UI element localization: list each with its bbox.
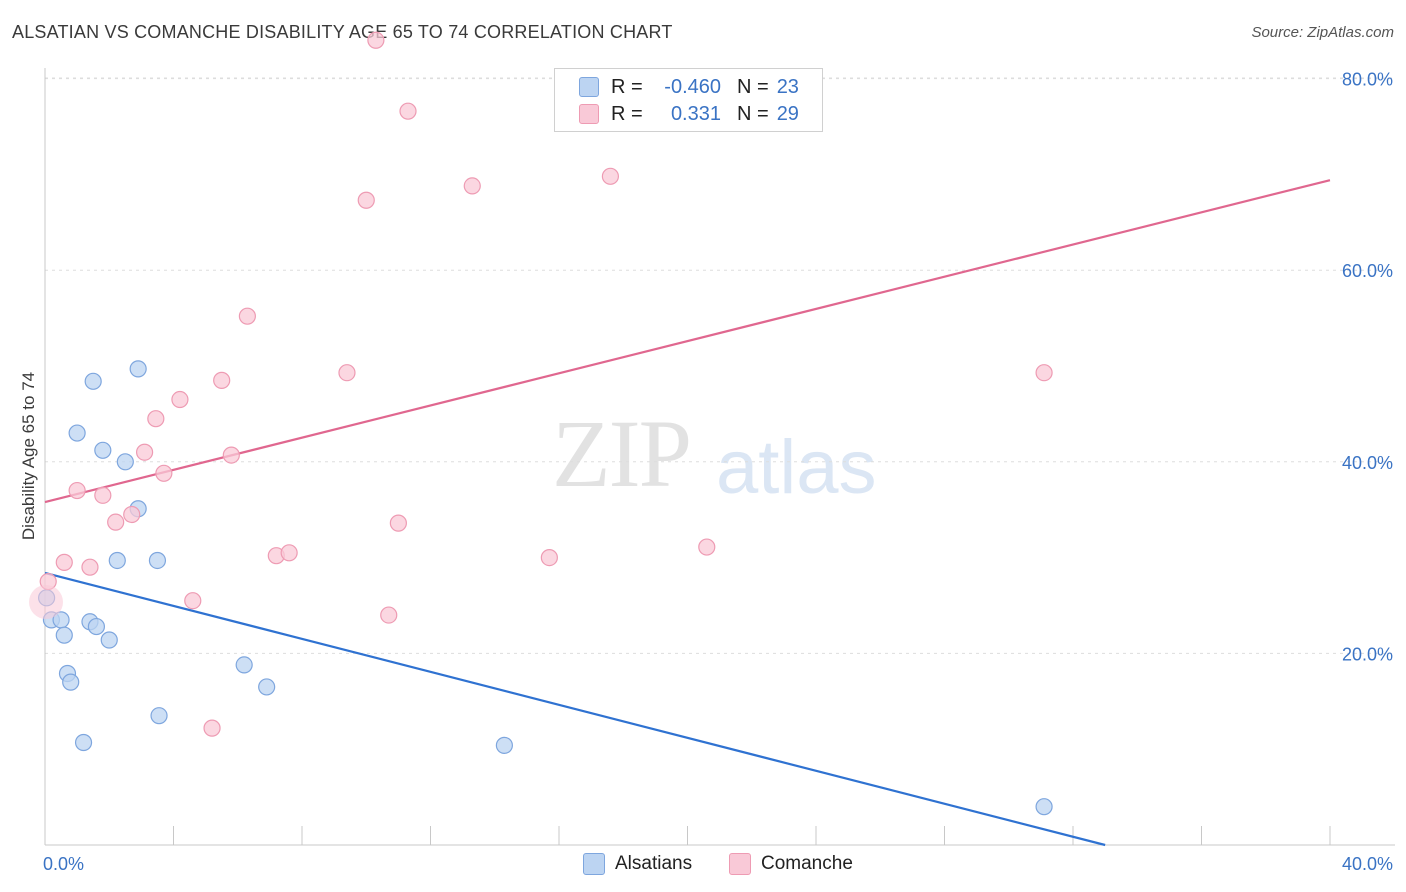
y-tick-label: 20.0% — [1342, 644, 1393, 664]
comanche-point — [81, 558, 99, 576]
comanche-point — [184, 592, 202, 610]
alsatians-point — [148, 551, 167, 570]
chart-title: ALSATIAN VS COMANCHE DISABILITY AGE 65 T… — [12, 22, 673, 42]
comanche-point — [147, 410, 165, 428]
comanche-point — [213, 371, 231, 389]
alsatians-point — [62, 673, 80, 691]
alsatians-point — [74, 733, 93, 752]
y-tick-label: 40.0% — [1342, 453, 1393, 473]
data-points — [29, 31, 1053, 816]
alsatians-point — [84, 372, 102, 390]
comanche-point — [222, 446, 240, 464]
comanche-point — [55, 553, 73, 571]
alsatians-point — [150, 707, 168, 725]
n-label: N = — [737, 102, 769, 125]
comanche-point — [601, 167, 620, 185]
correlation-legend: R = -0.460 N = 23 R = 0.331 N = 29 — [554, 68, 823, 132]
r-label: R = — [611, 102, 643, 125]
alsatians-point — [87, 617, 106, 636]
comanche-point — [399, 102, 417, 120]
axes — [44, 68, 1395, 846]
r-value: -0.460 — [664, 75, 721, 98]
comanche-point — [389, 514, 407, 532]
tick-labels: 20.0% 40.0% 60.0% 80.0% 0.0% 40.0% — [43, 70, 1393, 874]
comanche-point — [135, 443, 154, 461]
comanche-point — [238, 307, 256, 325]
comanche-point — [357, 191, 375, 209]
alsatians-point — [258, 678, 276, 696]
comanche-trend-line — [44, 179, 1331, 504]
legend-row-alsatians: R = -0.460 N = 23 — [579, 74, 799, 100]
comanche-point — [155, 464, 173, 482]
alsatians-legend-label: Alsatians — [615, 853, 693, 874]
comanche-point — [540, 548, 558, 567]
comanche-point — [29, 585, 63, 619]
comanche-swatch — [579, 104, 599, 124]
watermark-zip: ZIP — [552, 400, 692, 507]
alsatians-swatch — [579, 77, 599, 97]
comanche-point — [171, 390, 189, 409]
alsatians-point — [129, 360, 147, 378]
alsatians-point — [55, 626, 73, 644]
alsatians-point — [94, 441, 112, 459]
alsatians-point — [235, 656, 253, 674]
n-value: 29 — [776, 102, 799, 125]
alsatians-legend-swatch — [583, 853, 605, 875]
gridlines — [45, 77, 1395, 654]
alsatians-point — [100, 631, 118, 649]
legend-row-comanche: R = 0.331 N = 29 — [579, 101, 799, 127]
comanche-point — [107, 513, 125, 531]
comanche-point — [338, 364, 356, 382]
trend-lines — [44, 179, 1331, 847]
n-value: 23 — [776, 75, 799, 98]
alsatians-trend-line — [44, 571, 1106, 847]
comanche-point — [1035, 364, 1053, 382]
legend-item-comanche: Comanche — [729, 850, 853, 878]
alsatians-point — [68, 424, 86, 442]
comanche-point — [380, 606, 398, 624]
comanche-point — [367, 31, 385, 49]
alsatians-point — [495, 736, 513, 754]
alsatians-point — [116, 453, 134, 471]
alsatians-point — [1035, 798, 1053, 816]
n-label: N = — [737, 75, 769, 98]
watermark-atlas: atlas — [716, 425, 877, 510]
legend-item-alsatians: Alsatians — [583, 850, 692, 878]
r-value: 0.331 — [670, 102, 721, 125]
r-label: R = — [611, 75, 643, 98]
comanche-point — [698, 538, 716, 556]
y-tick-label: 80.0% — [1342, 70, 1393, 90]
comanche-point — [68, 481, 86, 500]
comanche-point — [123, 505, 141, 524]
alsatians-point — [108, 551, 126, 570]
comanche-legend-swatch — [729, 853, 751, 875]
comanche-point — [463, 177, 481, 195]
x-tick-label: 40.0% — [1342, 854, 1393, 874]
comanche-point — [203, 719, 221, 737]
comanche-point — [94, 486, 112, 504]
source-label: Source: ZipAtlas.com — [1251, 24, 1394, 41]
y-tick-label: 60.0% — [1342, 261, 1393, 281]
y-axis-title: Disability Age 65 to 74 — [19, 372, 38, 540]
x-tick-label: 0.0% — [43, 854, 84, 874]
comanche-legend-label: Comanche — [761, 853, 853, 874]
comanche-point — [280, 544, 298, 562]
